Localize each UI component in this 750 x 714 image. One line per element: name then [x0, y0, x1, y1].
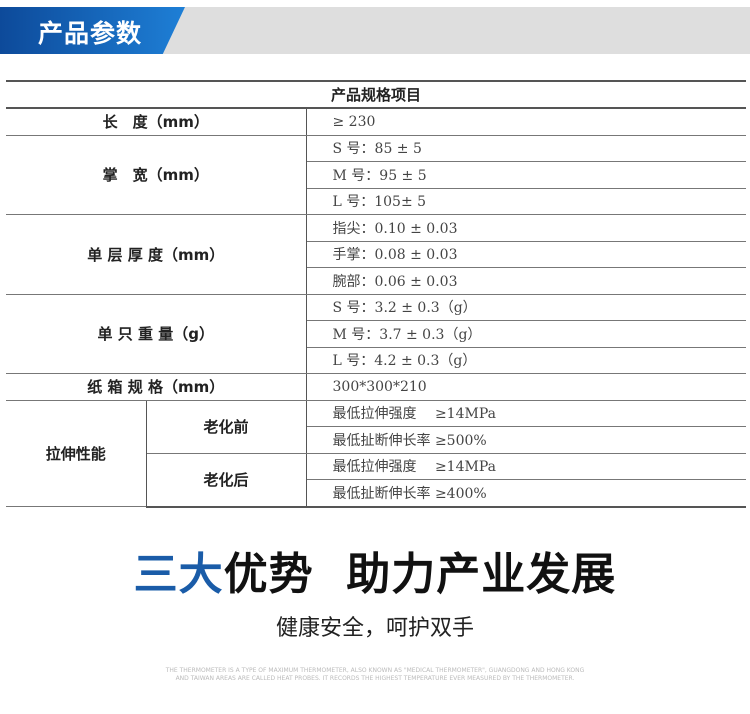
table-row: 掌 宽（mm） S 号：85 ± 5: [6, 135, 746, 215]
width-value: S 号：85 ± 5: [306, 135, 746, 162]
weight-value: L 号：4.2 ± 0.3（g）: [306, 347, 746, 374]
weight-value: S 号：3.2 ± 0.3（g）: [306, 294, 746, 321]
thickness-value: 腕部：0.06 ± 0.03: [306, 267, 746, 295]
length-label: 长 度（mm）: [6, 108, 307, 136]
slogan-heading: 三大优势 助力产业发展: [0, 538, 750, 602]
width-label: 掌 宽（mm）: [6, 135, 307, 215]
carton-value: 300*300*210: [306, 373, 746, 401]
weight-value: M 号：3.7 ± 0.3（g）: [306, 320, 746, 348]
slogan-subtitle: 健康安全，呵护双手: [275, 616, 474, 641]
weight-label: 单 只 重 量（g）: [6, 294, 307, 374]
tensile-value: 最低拉伸强度 ≥14MPa: [306, 400, 746, 427]
slogan-highlight: 三大: [133, 549, 224, 600]
fine-print: THE THERMOMETER IS A TYPE OF MAXIMUM THE…: [165, 667, 585, 682]
tensile-label: 拉伸性能: [6, 400, 147, 507]
table-row: 长 度（mm） ≥ 230: [6, 108, 746, 136]
table-row: 拉伸性能 老化前 最低拉伸强度 ≥14MPa: [6, 400, 746, 507]
before-aging-label: 老化前: [146, 400, 307, 454]
tensile-value: 最低拉伸强度 ≥14MPa: [306, 453, 746, 480]
after-aging-label: 老化后: [146, 453, 307, 508]
carton-label: 纸 箱 规 格（mm）: [6, 373, 307, 401]
section-banner: 产品参数: [0, 7, 750, 54]
tensile-value: 最低扯断伸长率 ≥400%: [306, 479, 746, 508]
spec-table: 产品规格项目 长 度（mm） ≥ 230 掌 宽（mm） S 号：85 ± 5 M …: [6, 80, 746, 508]
thickness-value: 指尖：0.10 ± 0.03: [306, 214, 746, 242]
table-row: 纸 箱 规 格（mm） 300*300*210: [6, 373, 746, 401]
width-value: M 号：95 ± 5: [306, 161, 746, 189]
length-value: ≥ 230: [306, 108, 746, 136]
thickness-label: 单 层 厚 度（mm）: [6, 214, 307, 295]
table-row: 单 层 厚 度（mm） 指尖：0.10 ± 0.03: [6, 214, 746, 295]
slogan-rest: 优势 助力产业发展: [223, 549, 617, 600]
table-header: 产品规格项目: [6, 80, 746, 109]
section-title: 产品参数: [38, 19, 143, 48]
width-value: L 号：105± 5: [306, 188, 746, 215]
thickness-value: 手掌：0.08 ± 0.03: [306, 241, 746, 268]
table-row: 单 只 重 量（g） S 号：3.2 ± 0.3（g）: [6, 294, 746, 374]
banner-accent: [0, 7, 185, 54]
tensile-value: 最低扯断伸长率 ≥500%: [306, 426, 746, 454]
